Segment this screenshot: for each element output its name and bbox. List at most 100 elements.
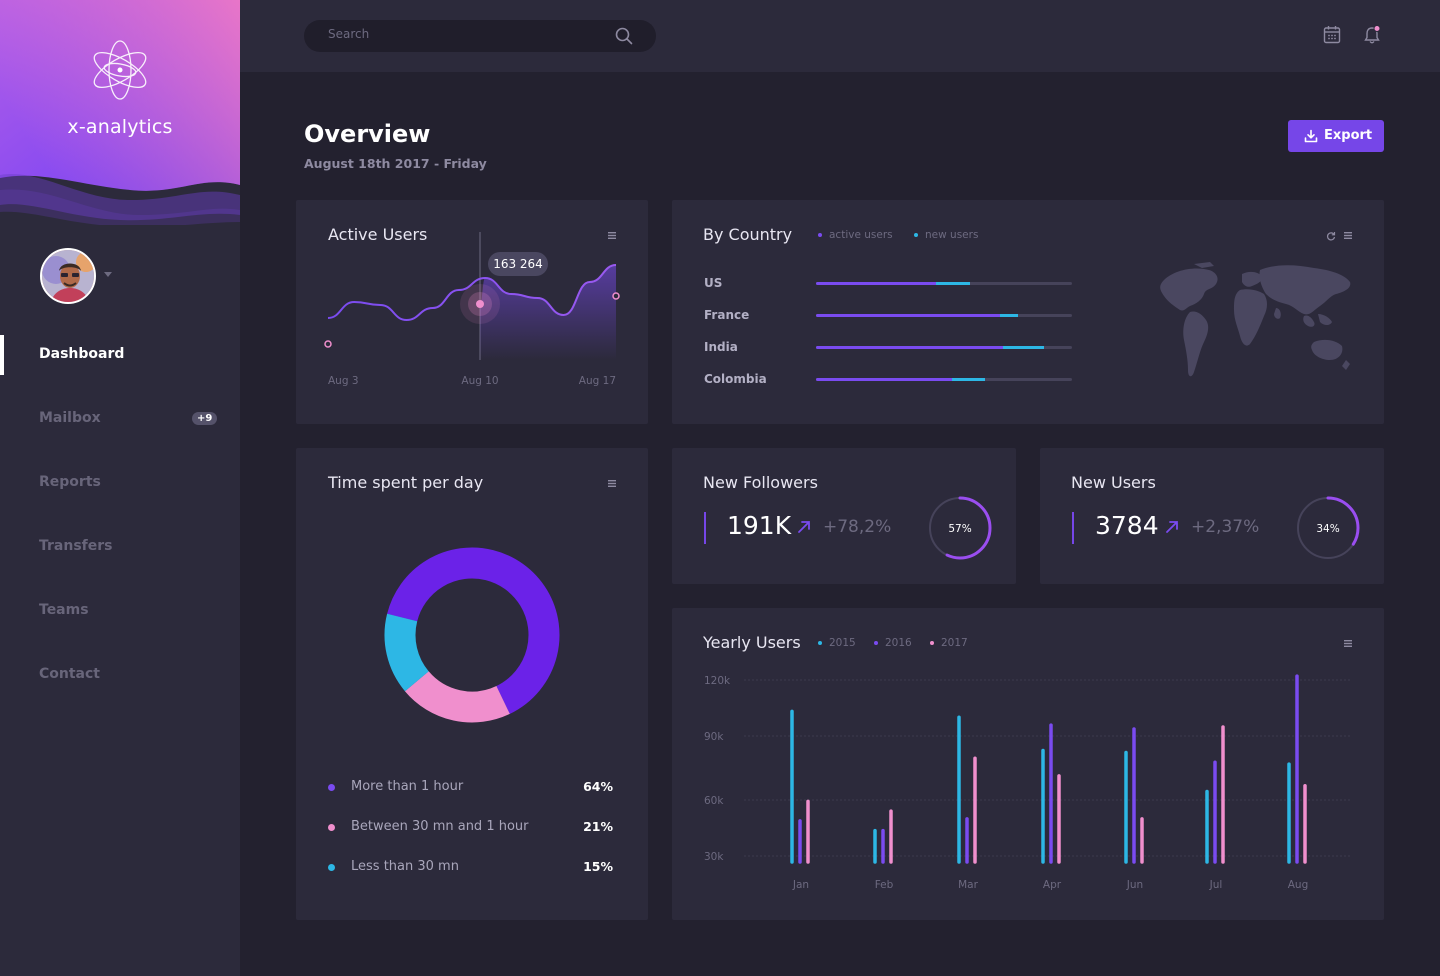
menu-icon[interactable]: [1344, 232, 1352, 239]
x-tick-label: Feb: [875, 879, 894, 891]
progress-arc: [1296, 496, 1360, 560]
legend-dot: [328, 784, 335, 791]
legend-dot: [328, 864, 335, 871]
active-users-segment: [816, 314, 1001, 317]
new-users-value: 3784: [1095, 511, 1159, 540]
country-label-india: India: [704, 340, 738, 354]
card-title: Active Users: [328, 225, 428, 244]
sidebar-item-label: Reports: [39, 474, 101, 490]
world-map: [1160, 262, 1351, 377]
active-users-segment: [816, 346, 1003, 349]
top-bar: [240, 0, 1440, 72]
sidebar-item-label: Contact: [39, 666, 100, 682]
country-label-colombia: Colombia: [704, 372, 767, 386]
legend-dot: [818, 641, 822, 645]
tooltip: [488, 252, 548, 276]
avatar-image: [42, 250, 94, 302]
x-tick-label: Aug 10: [461, 375, 498, 387]
bell-icon[interactable]: [1362, 24, 1384, 46]
yearly-users-bar-chart: 30k 60k 90k 120k Jan Feb Mar Apr Jun Jul Aug: [704, 674, 1352, 891]
legend-value: 15%: [583, 859, 613, 874]
sidebar-item-transfers[interactable]: Transfers: [0, 527, 240, 567]
card-title: Time spent per day: [328, 473, 484, 492]
x-tick-label: Jun: [1126, 879, 1143, 891]
sidebar-item-reports[interactable]: Reports: [0, 463, 240, 503]
legend-label: new users: [925, 229, 979, 241]
trend-up-icon: [798, 521, 810, 533]
legend-active-users: active users: [818, 229, 893, 241]
sidebar-item-label: Transfers: [39, 538, 113, 554]
legend-2015: 2015: [818, 637, 856, 649]
menu-icon[interactable]: [1344, 640, 1352, 647]
new-users-segment: [936, 282, 970, 285]
new-users-delta: +2,37%: [1191, 517, 1260, 537]
legend-label: Between 30 mn and 1 hour: [351, 819, 529, 834]
search-bar: [304, 20, 656, 52]
end-point: [612, 292, 620, 300]
sidebar: x-analytics Dashboard Mailbox +9 Reports…: [0, 0, 240, 976]
legend-dot: [328, 824, 335, 831]
country-bar-us: [816, 282, 1072, 285]
legend-2016: 2016: [874, 637, 912, 649]
time-spent-card: Time spent per day More than 1 hour 64% …: [296, 448, 648, 920]
country-bar-france: [816, 314, 1072, 317]
search-icon[interactable]: [614, 26, 634, 46]
refresh-icon[interactable]: [1326, 231, 1336, 241]
menu-icon[interactable]: [608, 480, 616, 487]
atom-logo-icon: [93, 40, 147, 100]
export-button[interactable]: Export: [1288, 120, 1384, 152]
y-tick-label: 120k: [704, 675, 731, 687]
calendar-icon[interactable]: [1322, 24, 1342, 46]
legend-label: 2015: [829, 637, 856, 649]
donut-slice[interactable]: [376, 539, 568, 731]
country-label-france: France: [704, 308, 750, 322]
sidebar-item-contact[interactable]: Contact: [0, 655, 240, 695]
mailbox-count-badge: +9: [192, 412, 218, 425]
x-tick-label: Aug: [1288, 879, 1309, 891]
page-title: Overview: [304, 120, 431, 148]
legend-label: 2017: [941, 637, 968, 649]
sidebar-item-dashboard[interactable]: Dashboard: [0, 335, 240, 375]
tooltip-value: 163 264: [493, 257, 543, 271]
new-followers-card: New Followers 191K +78,2% 57%: [672, 448, 1016, 584]
y-tick-label: 90k: [704, 731, 724, 743]
legend-dot: [914, 233, 918, 237]
legend-dot: [874, 641, 878, 645]
highlight-point[interactable]: [476, 300, 484, 308]
legend-value: 64%: [583, 779, 613, 794]
card-title: New Users: [1071, 473, 1156, 492]
card-title: By Country: [703, 225, 793, 244]
active-users-segment: [816, 282, 937, 285]
legend-label: 2016: [885, 637, 912, 649]
active-users-segment: [816, 378, 952, 381]
followers-progress-ring: 57%: [928, 496, 992, 560]
start-point: [324, 340, 332, 348]
legend-dot: [930, 641, 934, 645]
country-bar-india: [816, 346, 1072, 349]
page-date: August 18th 2017 - Friday: [304, 156, 487, 171]
brand-background: [0, 0, 240, 225]
active-users-card: Active Users 163 264 Aug 3 Aug 10 Aug 17: [296, 200, 648, 424]
search-input[interactable]: [328, 27, 608, 41]
active-indicator: [0, 335, 4, 375]
sidebar-item-mailbox[interactable]: Mailbox +9: [0, 399, 240, 439]
country-bar-colombia: [816, 378, 1072, 381]
legend-row: Less than 30 mn 15%: [328, 858, 616, 878]
menu-icon[interactable]: [608, 232, 616, 239]
time-spent-donut-chart: [371, 534, 574, 737]
x-tick-label: Aug 17: [579, 375, 616, 387]
sidebar-item-teams[interactable]: Teams: [0, 591, 240, 631]
avatar[interactable]: [40, 248, 96, 304]
yearly-users-card: Yearly Users 2015 2016 2017 30k 60k 90k 120…: [672, 608, 1384, 920]
followers-delta: +78,2%: [823, 517, 892, 537]
export-label: Export: [1324, 128, 1373, 143]
download-icon: [1304, 129, 1318, 143]
followers-value: 191K: [727, 511, 792, 540]
ring-label: 57%: [948, 523, 971, 535]
legend-value: 21%: [583, 819, 613, 834]
progress-arc: [928, 496, 992, 560]
series-line: [327, 264, 617, 322]
donut-slice[interactable]: [371, 534, 574, 737]
avatar-dropdown-caret-icon[interactable]: [104, 272, 112, 277]
y-tick-label: 30k: [704, 851, 724, 863]
